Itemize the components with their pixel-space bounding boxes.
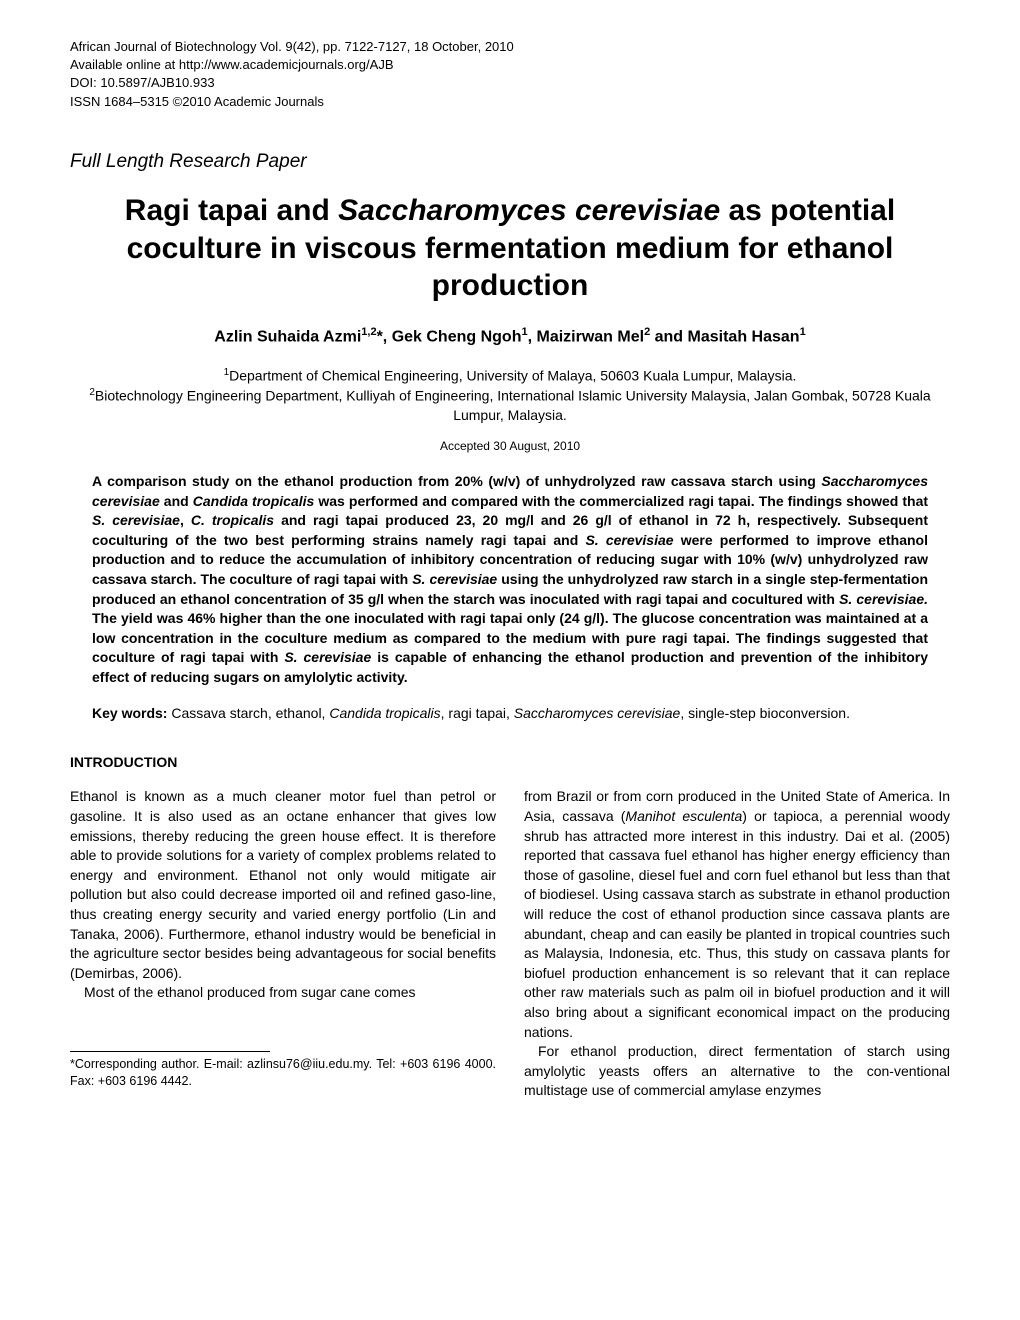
left-column: Ethanol is known as a much cleaner motor…: [70, 787, 496, 1101]
journal-line: DOI: 10.5897/AJB10.933: [70, 74, 950, 92]
journal-info: African Journal of Biotechnology Vol. 9(…: [70, 38, 950, 111]
keywords-label: Key words:: [92, 705, 167, 721]
journal-line: African Journal of Biotechnology Vol. 9(…: [70, 38, 950, 56]
author-sup: 1: [800, 326, 806, 338]
body-columns: Ethanol is known as a much cleaner motor…: [70, 787, 950, 1101]
abstract-text: and: [160, 493, 193, 509]
keyword-text: , single-step bioconversion.: [680, 705, 850, 721]
keyword-species: Candida tropicalis: [329, 705, 440, 721]
author-name: Masitah Hasan: [688, 328, 800, 345]
author-name: Gek Cheng Ngoh: [392, 328, 522, 345]
section-heading-introduction: INTRODUCTION: [70, 753, 950, 772]
abstract-species: S. cerevisiae: [412, 571, 497, 587]
title-species: Saccharomyces cerevisiae: [338, 194, 720, 227]
body-paragraph: For ethanol production, direct fermentat…: [524, 1042, 950, 1101]
journal-line: Available online at http://www.academicj…: [70, 56, 950, 74]
keywords: Key words: Cassava starch, ethanol, Cand…: [92, 704, 928, 723]
paper-type: Full Length Research Paper: [70, 149, 950, 175]
abstract-species: S. cerevisiae: [585, 532, 673, 548]
authors: Azlin Suhaida Azmi1,2*, Gek Cheng Ngoh1,…: [70, 325, 950, 348]
abstract-species: S. cerevisiae.: [839, 591, 928, 607]
aff-text: Department of Chemical Engineering, Univ…: [229, 367, 796, 383]
affiliations: 1Department of Chemical Engineering, Uni…: [70, 366, 950, 426]
abstract-species: C. tropicalis: [191, 512, 274, 528]
abstract: A comparison study on the ethanol produc…: [92, 472, 928, 688]
abstract-species: S. cerevisiae: [92, 512, 180, 528]
right-column: from Brazil or from corn produced in the…: [524, 787, 950, 1101]
body-paragraph: Most of the ethanol produced from sugar …: [70, 983, 496, 1003]
author-sup: 1,2: [361, 326, 376, 338]
abstract-text: was performed and compared with the comm…: [314, 493, 928, 509]
journal-line: ISSN 1684–5315 ©2010 Academic Journals: [70, 93, 950, 111]
keyword-text: Cassava starch, ethanol,: [167, 705, 329, 721]
affiliation: 2Biotechnology Engineering Department, K…: [70, 386, 950, 426]
abstract-species: Candida tropicalis: [193, 493, 315, 509]
footer-divider: [70, 1051, 270, 1052]
body-paragraph: from Brazil or from corn produced in the…: [524, 787, 950, 1042]
author-sup: 2: [644, 326, 650, 338]
paper-title: Ragi tapai and Saccharomyces cerevisiae …: [70, 192, 950, 305]
title-text: Ragi tapai and: [125, 194, 338, 227]
author-sup: 1: [521, 326, 527, 338]
author-name: Maizirwan Mel: [536, 328, 644, 345]
aff-text: Biotechnology Engineering Department, Ku…: [95, 388, 931, 424]
abstract-species: S. cerevisiae: [284, 649, 371, 665]
corresponding-author: *Corresponding author. E-mail: azlinsu76…: [70, 1056, 496, 1090]
body-species: Manihot esculenta: [625, 808, 742, 824]
keyword-text: , ragi tapai,: [441, 705, 514, 721]
author-star: *: [377, 328, 383, 345]
affiliation: 1Department of Chemical Engineering, Uni…: [70, 366, 950, 386]
abstract-text: ,: [180, 512, 191, 528]
body-text: ) or tapioca, a perennial woody shrub ha…: [524, 808, 950, 1040]
keyword-species: Saccharomyces cerevisiae: [514, 705, 681, 721]
body-paragraph: Ethanol is known as a much cleaner motor…: [70, 787, 496, 983]
accepted-date: Accepted 30 August, 2010: [70, 438, 950, 454]
abstract-text: A comparison study on the ethanol produc…: [92, 473, 821, 489]
author-name: Azlin Suhaida Azmi: [214, 328, 361, 345]
